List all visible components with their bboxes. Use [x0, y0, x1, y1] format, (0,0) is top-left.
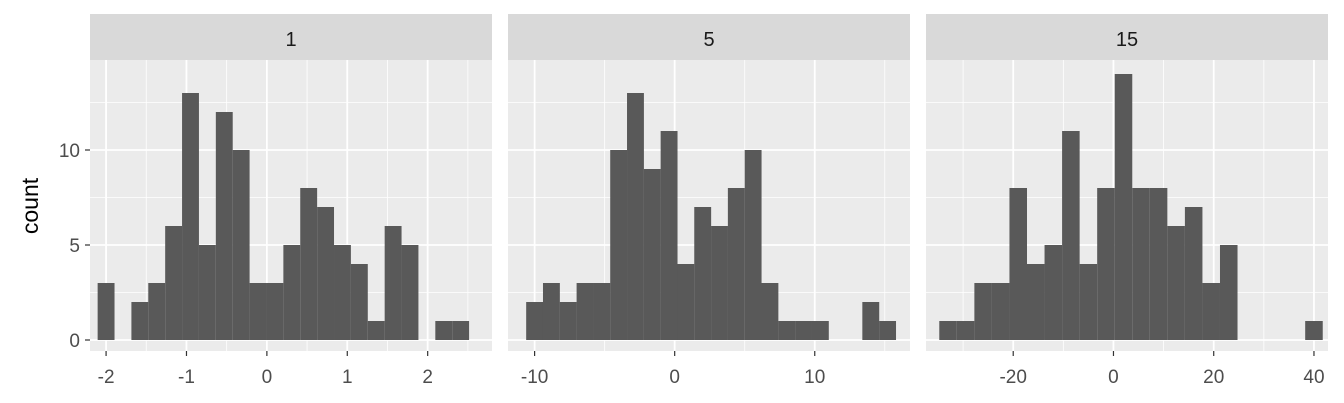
x-tick-label: -20: [999, 367, 1026, 388]
facet-strip: [926, 14, 1328, 60]
y-tick-label: 5: [69, 236, 80, 257]
facet-strip-label: 15: [1116, 29, 1138, 51]
histogram-bar: [744, 150, 762, 340]
histogram-bar: [1132, 188, 1150, 340]
y-tick-label: 10: [59, 141, 80, 162]
histogram-bar: [727, 188, 745, 340]
histogram-bar: [711, 226, 728, 340]
histogram-bar: [131, 302, 149, 340]
histogram-bar: [198, 245, 216, 340]
histogram-bar: [401, 245, 419, 340]
histogram-bar: [811, 321, 829, 340]
histogram-bar: [795, 321, 812, 340]
histogram-bar: [350, 264, 368, 340]
facet-panel-1: 1 -2 -1 0 1 2 0 5 10: [59, 14, 492, 388]
histogram-bar: [660, 131, 678, 340]
histogram-bar: [559, 302, 577, 340]
histogram-bar: [694, 207, 712, 340]
histogram-bar: [627, 93, 644, 340]
histogram-bar: [266, 283, 284, 340]
histogram-bar: [1305, 321, 1323, 340]
x-tick-label: 0: [262, 367, 273, 388]
histogram-bar: [939, 321, 957, 340]
x-tick-label: -10: [521, 367, 548, 388]
histogram-bar: [249, 283, 267, 340]
histogram-bar: [1202, 283, 1220, 340]
histogram-bar: [542, 283, 560, 340]
x-tick-label: 40: [1303, 367, 1324, 388]
histogram-bar: [862, 302, 880, 340]
histogram-bar: [97, 283, 115, 340]
histogram-bar: [317, 207, 335, 340]
x-tick-label: 2: [422, 367, 433, 388]
histogram-bar: [1044, 245, 1063, 340]
x-tick-label: 20: [1203, 367, 1224, 388]
histogram-bar: [1149, 188, 1168, 340]
histogram-bar: [576, 283, 594, 340]
histogram-bar: [1184, 207, 1203, 340]
facet-strip-label: 1: [285, 29, 296, 51]
histogram-bar: [1097, 188, 1115, 340]
histogram-bar: [1114, 74, 1133, 340]
histogram-bar: [1219, 245, 1238, 340]
histogram-bar: [1167, 226, 1185, 340]
x-tick-label: -2: [98, 367, 115, 388]
histogram-bar: [991, 283, 1010, 340]
histogram-bar: [643, 169, 661, 340]
histogram-bar: [677, 264, 695, 340]
histogram-bar: [300, 188, 318, 340]
histogram-bar: [384, 226, 402, 340]
histogram-bar: [452, 321, 470, 340]
histogram-bar: [232, 150, 250, 340]
histogram-bar: [182, 93, 199, 340]
histogram-bar: [526, 302, 544, 340]
histogram-bar: [435, 321, 453, 340]
histogram-bar: [879, 321, 897, 340]
histogram-bar: [283, 245, 301, 340]
histogram-bar: [215, 112, 233, 340]
histogram-bar: [1062, 131, 1080, 340]
histogram-bar: [1027, 264, 1045, 340]
histogram-bar: [148, 283, 166, 340]
x-tick-label: 10: [804, 367, 825, 388]
x-tick-label: 0: [669, 367, 680, 388]
facet-strip: [508, 14, 910, 60]
histogram-bar: [165, 226, 183, 340]
histogram-bar: [593, 283, 611, 340]
histogram-bar: [610, 150, 628, 340]
histogram-bar: [956, 321, 975, 340]
x-tick-label: 0: [1108, 367, 1119, 388]
histogram-bar: [1009, 188, 1028, 340]
x-tick-label: -1: [178, 367, 195, 388]
facet-strip: [90, 14, 492, 60]
facet-panel-5: 5 -10 0 10: [508, 14, 910, 388]
histogram-bar: [334, 245, 351, 340]
histogram-bar: [974, 283, 992, 340]
y-axis-title: count: [17, 177, 43, 234]
y-tick-label: 0: [69, 331, 80, 352]
histogram-bar: [778, 321, 796, 340]
histogram-bar: [761, 283, 779, 340]
histogram-bar: [1079, 264, 1098, 340]
x-tick-label: 1: [342, 367, 353, 388]
facet-panel-15: 15 -20 0 20 40: [926, 14, 1328, 388]
facet-strip-label: 5: [703, 29, 714, 51]
histogram-bar: [367, 321, 385, 340]
